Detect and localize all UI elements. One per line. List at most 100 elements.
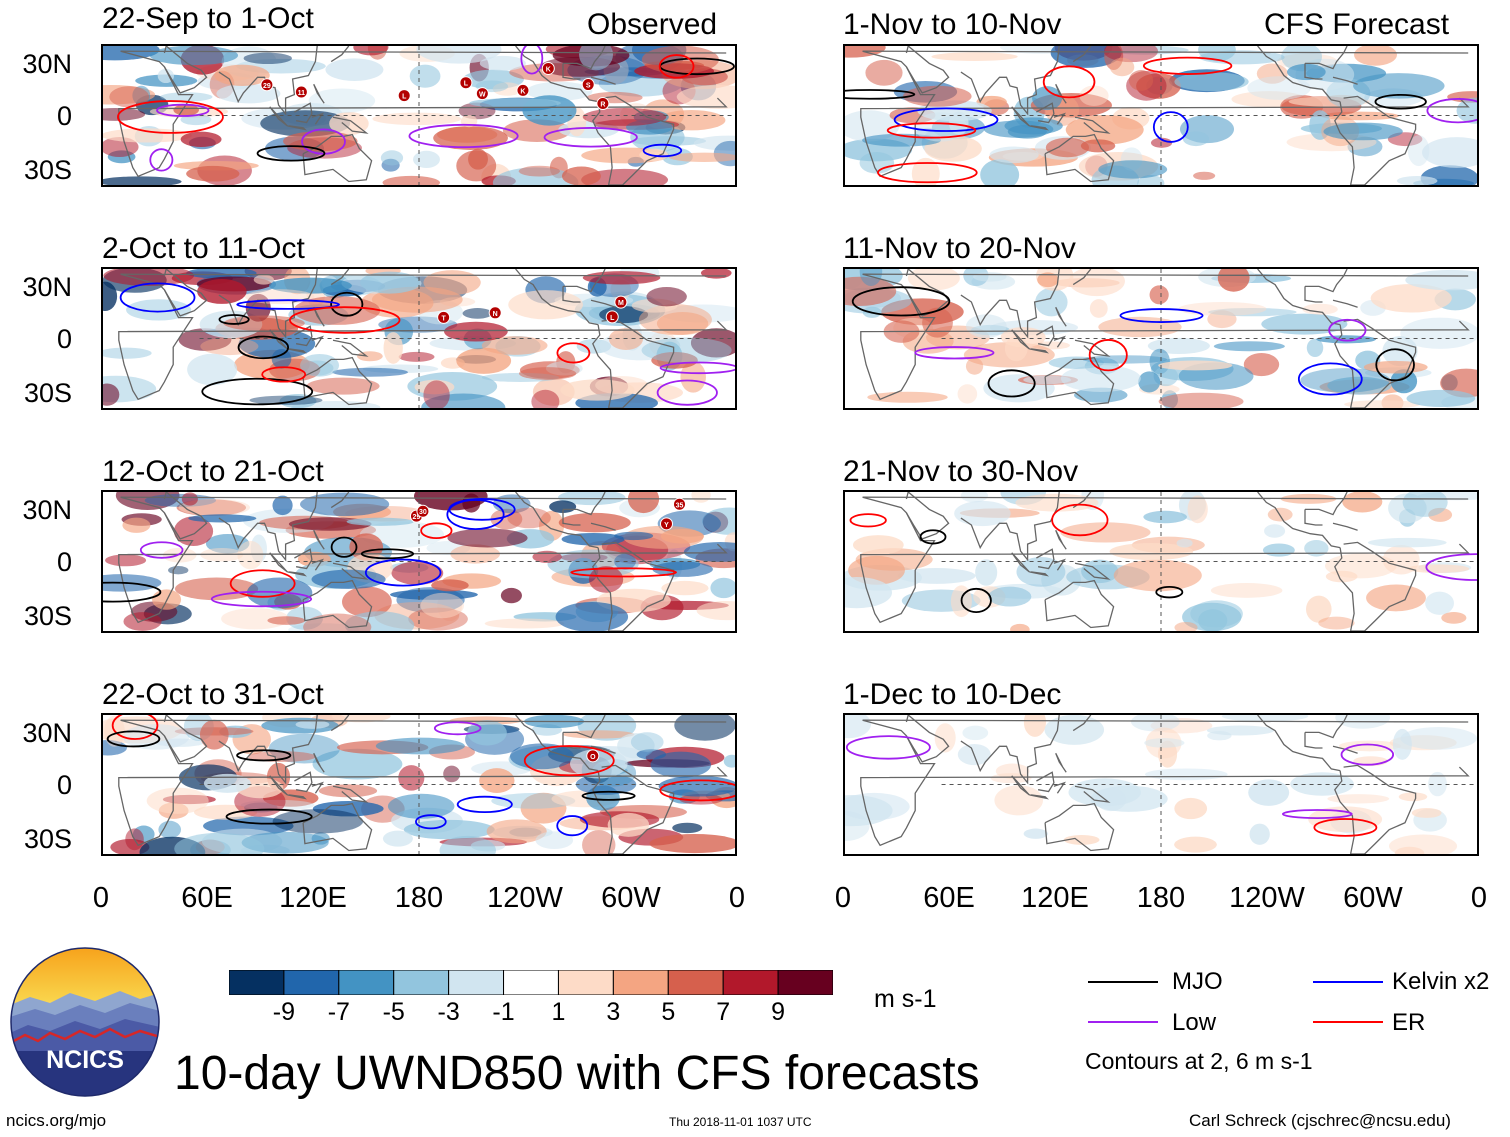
storm-marker-label: W — [479, 92, 486, 99]
anomaly-blob — [423, 380, 450, 408]
anomaly-blob — [1158, 360, 1233, 371]
anomaly-blob — [931, 52, 1018, 61]
footer-timestamp: Thu 2018-11-01 1037 UTC — [669, 1115, 812, 1129]
coastline — [1305, 46, 1348, 70]
anomaly-blob — [174, 832, 265, 854]
coastline — [1036, 771, 1055, 793]
wave-contour — [261, 366, 307, 383]
coastline — [515, 715, 599, 772]
wave-contour — [256, 145, 326, 162]
map-panel-fcst-4 — [843, 713, 1479, 856]
footer-url[interactable]: ncics.org/mjo — [6, 1111, 107, 1130]
anomaly-blob — [1249, 823, 1270, 845]
anomaly-blob — [1441, 612, 1467, 624]
anomaly-blob — [103, 176, 182, 185]
wave-contour — [659, 361, 735, 375]
anomaly-blob — [1411, 807, 1442, 818]
coastline — [311, 112, 324, 125]
anomaly-blob — [126, 299, 192, 321]
anomaly-blob — [607, 812, 650, 837]
coastline — [590, 76, 616, 85]
wave-contour — [1088, 339, 1128, 372]
wave-contour — [408, 123, 519, 149]
anomaly-blob — [1082, 355, 1168, 364]
anomaly-blob — [431, 579, 469, 592]
coastline — [860, 496, 1470, 624]
lat-label-eq: 0 — [56, 101, 72, 131]
anomaly-blob — [723, 754, 735, 768]
coastline — [515, 46, 599, 103]
wave-contour — [111, 715, 159, 740]
storm-marker: W — [475, 87, 489, 101]
lat-label-30n: 30N — [22, 272, 72, 302]
coastline — [562, 63, 581, 80]
wave-contour — [448, 498, 516, 521]
coastline — [330, 269, 350, 286]
anomaly-blob — [160, 92, 213, 102]
storm-marker-label: Y — [664, 522, 669, 529]
anomaly-blob — [1206, 725, 1275, 736]
coastline — [330, 492, 350, 509]
anomaly-blob — [132, 825, 155, 843]
anomaly-blob — [221, 608, 290, 630]
anomaly-blob — [1262, 543, 1295, 557]
coastline — [163, 46, 208, 94]
anomaly-blob — [158, 820, 182, 839]
lat-label-30n: 30N — [22, 495, 72, 525]
wave-contour — [658, 54, 695, 79]
anomaly-blob — [346, 517, 414, 526]
storm-marker-label: 35 — [676, 502, 684, 509]
anomaly-blob — [562, 730, 635, 739]
lon-label-60w: 60W — [601, 882, 661, 914]
coastline — [1305, 715, 1348, 739]
coastline — [1074, 116, 1111, 134]
anomaly-blob — [1000, 327, 1046, 348]
anomaly-blob — [1198, 46, 1236, 62]
main-title: 10-day UWND850 with CFS forecasts — [174, 1047, 980, 1100]
anomaly-blob — [614, 531, 654, 541]
wave-contour — [914, 346, 995, 360]
wind-anomaly-shading — [845, 269, 1477, 408]
anomaly-blob — [1150, 137, 1173, 148]
anomaly-blob — [845, 715, 872, 739]
coastline — [1029, 348, 1049, 354]
storm-marker-label: N — [493, 311, 498, 318]
anomaly-blob — [421, 393, 506, 408]
anomaly-blob — [360, 271, 421, 294]
anomaly-blob — [651, 352, 698, 369]
anomaly-blob — [272, 809, 364, 834]
wave-contour — [237, 335, 290, 360]
anomaly-blob — [676, 85, 735, 109]
anomaly-blob — [1338, 740, 1401, 752]
coastline — [1011, 775, 1030, 796]
anomaly-blob — [1323, 122, 1403, 141]
anomaly-blob — [1327, 794, 1390, 804]
anomaly-blob — [582, 271, 661, 285]
storm-marker-label: 29 — [413, 514, 421, 521]
anomaly-blob — [691, 492, 711, 503]
anomaly-blob — [658, 775, 735, 797]
wave-contour — [117, 100, 224, 134]
map-panel-obs-3: Y 29 30 35 — [101, 490, 737, 633]
coastline — [311, 335, 324, 348]
lon-label-180: 180 — [394, 882, 444, 914]
legend-mjo-label: MJO — [1172, 968, 1223, 995]
anomaly-blob — [382, 830, 413, 847]
coastline — [1011, 106, 1030, 127]
wave-contour — [570, 567, 677, 578]
anomaly-blob — [484, 618, 565, 629]
anomaly-blob — [168, 566, 189, 575]
anomaly-blob — [672, 822, 703, 834]
storm-marker: S — [581, 78, 595, 92]
coastline — [311, 781, 324, 794]
colorbar-swatch — [393, 969, 450, 996]
wind-anomaly-shading — [845, 715, 1477, 854]
anomaly-blob — [975, 559, 998, 586]
wave-contour — [1051, 503, 1109, 537]
lat-label-eq: 0 — [56, 770, 72, 800]
coastline — [1305, 269, 1348, 293]
anomaly-blob — [173, 516, 214, 547]
anomaly-blob — [492, 82, 522, 96]
anomaly-blob — [595, 376, 649, 395]
anomaly-blob — [507, 507, 551, 529]
